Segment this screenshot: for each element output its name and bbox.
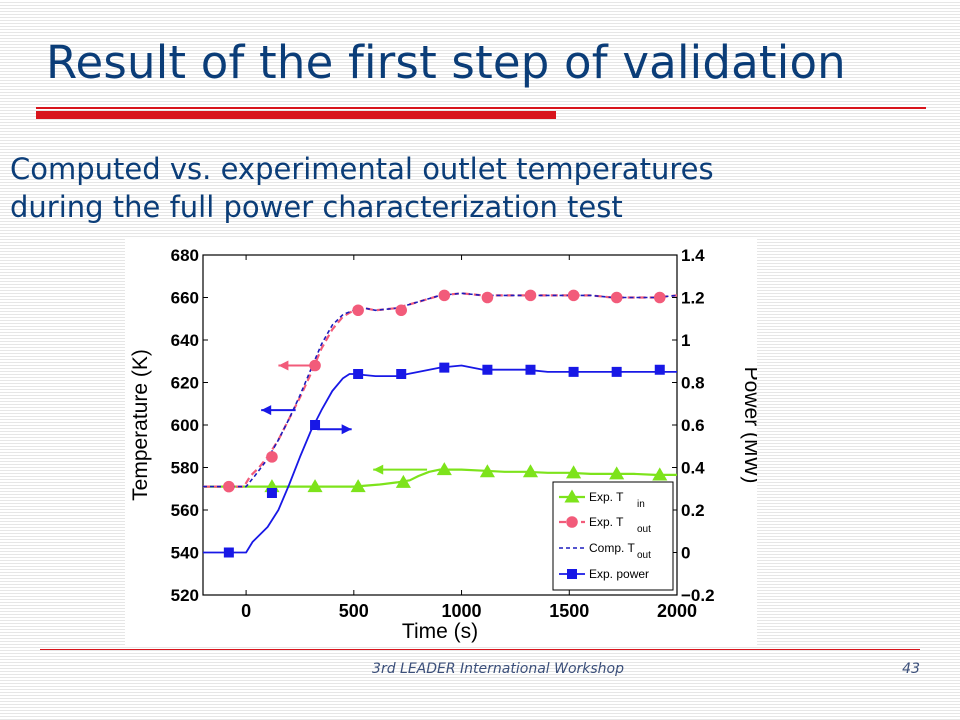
page-number: 43 (902, 661, 920, 677)
marker-exp-tin (564, 489, 580, 503)
y-tick-label: 540 (171, 544, 199, 563)
chart-panel: 0 500 1000 1500 2000 520 540 560 580 600 620 640 660… (125, 238, 757, 646)
footer-text: 3rd LEADER International Workshop (372, 661, 624, 677)
y2-tick-label: 1.4 (681, 246, 705, 265)
marker-exp-power (567, 569, 577, 579)
y-tick-label: 560 (171, 501, 199, 520)
y-tick-label: 580 (171, 459, 199, 478)
x-tick-label: 0 (241, 601, 251, 621)
legend-label: Exp. power (589, 567, 649, 581)
marker-exp-tin (350, 479, 366, 493)
marker-exp-power (525, 364, 536, 375)
legend-label: Exp. T (589, 490, 624, 504)
marker-exp-tin (395, 474, 411, 488)
marker-exp-tout (566, 516, 578, 528)
legend-label-subscript: out (637, 524, 651, 535)
marker-exp-tin (436, 462, 452, 476)
y2-tick-label: 0.2 (681, 501, 705, 520)
marker-exp-tout (266, 451, 278, 463)
legend-label-subscript: out (637, 550, 651, 561)
marker-exp-power (353, 369, 364, 379)
y-tick-label: 640 (171, 331, 199, 350)
marker-exp-power (611, 366, 622, 377)
y-tick-label: 620 (171, 374, 199, 393)
x-axis-label: Time (s) (402, 620, 478, 643)
annotation-arrow-head (278, 360, 289, 371)
y2-tick-label: 0.6 (681, 416, 705, 435)
marker-exp-tin (566, 465, 582, 479)
y-axis-label: Temperature (K) (129, 349, 152, 501)
marker-exp-tout (395, 304, 408, 317)
y-tick-label: 600 (171, 416, 199, 435)
marker-exp-power (654, 364, 665, 375)
marker-exp-power (482, 364, 493, 375)
marker-exp-tout (438, 289, 451, 302)
marker-exp-tout (223, 480, 235, 493)
footer-rule (40, 649, 920, 650)
annotation-arrow-head (341, 424, 352, 435)
series-line (203, 364, 677, 554)
marker-exp-tout (524, 289, 537, 302)
title-rule-thick (36, 111, 556, 119)
annotation-arrow-head (261, 405, 272, 416)
y2-tick-label: 0.8 (681, 374, 705, 393)
x-tick-label: 1500 (549, 601, 589, 621)
title-rule-thin (36, 107, 926, 109)
y2-tick-label: 1.2 (681, 289, 705, 308)
marker-exp-power (439, 362, 450, 373)
x-tick-label: 2000 (657, 601, 697, 621)
subtitle-line-1: Computed vs. experimental outlet tempera… (10, 152, 714, 186)
subtitle-line-2: during the full power characterization t… (10, 190, 623, 224)
marker-exp-tin (307, 479, 323, 493)
x-tick-label: 500 (339, 601, 369, 621)
temperature-power-chart: 0 500 1000 1500 2000 520 540 560 580 600 620 640 660… (129, 246, 757, 643)
marker-exp-power (310, 420, 321, 430)
y2-tick-label: −0.2 (681, 586, 715, 605)
y-tick-label: 660 (171, 289, 199, 308)
marker-exp-tout (352, 304, 364, 317)
x-tick-label: 1000 (442, 601, 482, 621)
slide-title: Result of the first step of validation (46, 36, 846, 89)
slide-subtitle: Computed vs. experimental outlet tempera… (10, 150, 950, 226)
y-tick-label: 680 (171, 246, 199, 265)
legend-label-subscript: in (637, 499, 645, 510)
legend-label: Comp. T (589, 541, 635, 555)
y2-tick-label: 0.4 (681, 459, 705, 478)
marker-exp-tin (522, 464, 539, 478)
marker-exp-tout (610, 291, 623, 304)
marker-exp-tout (653, 291, 666, 304)
legend-label: Exp. T (589, 515, 624, 529)
marker-exp-tout (309, 359, 321, 372)
marker-exp-tin (609, 466, 625, 480)
marker-exp-power (396, 369, 407, 379)
series-line (203, 468, 677, 488)
y2-axis-label: Power (MW) (740, 367, 757, 484)
marker-exp-tin (652, 467, 668, 481)
marker-exp-power (223, 547, 234, 558)
y-tick-label: 520 (171, 586, 199, 605)
y2-tick-label: 1 (681, 331, 690, 350)
marker-exp-power (568, 366, 579, 377)
annotation-arrow-head (373, 464, 384, 475)
marker-exp-tout (567, 289, 580, 302)
y2-tick-label: 0 (681, 544, 690, 563)
marker-exp-tin (479, 464, 495, 478)
marker-exp-power (266, 488, 277, 498)
marker-exp-tout (481, 291, 494, 304)
